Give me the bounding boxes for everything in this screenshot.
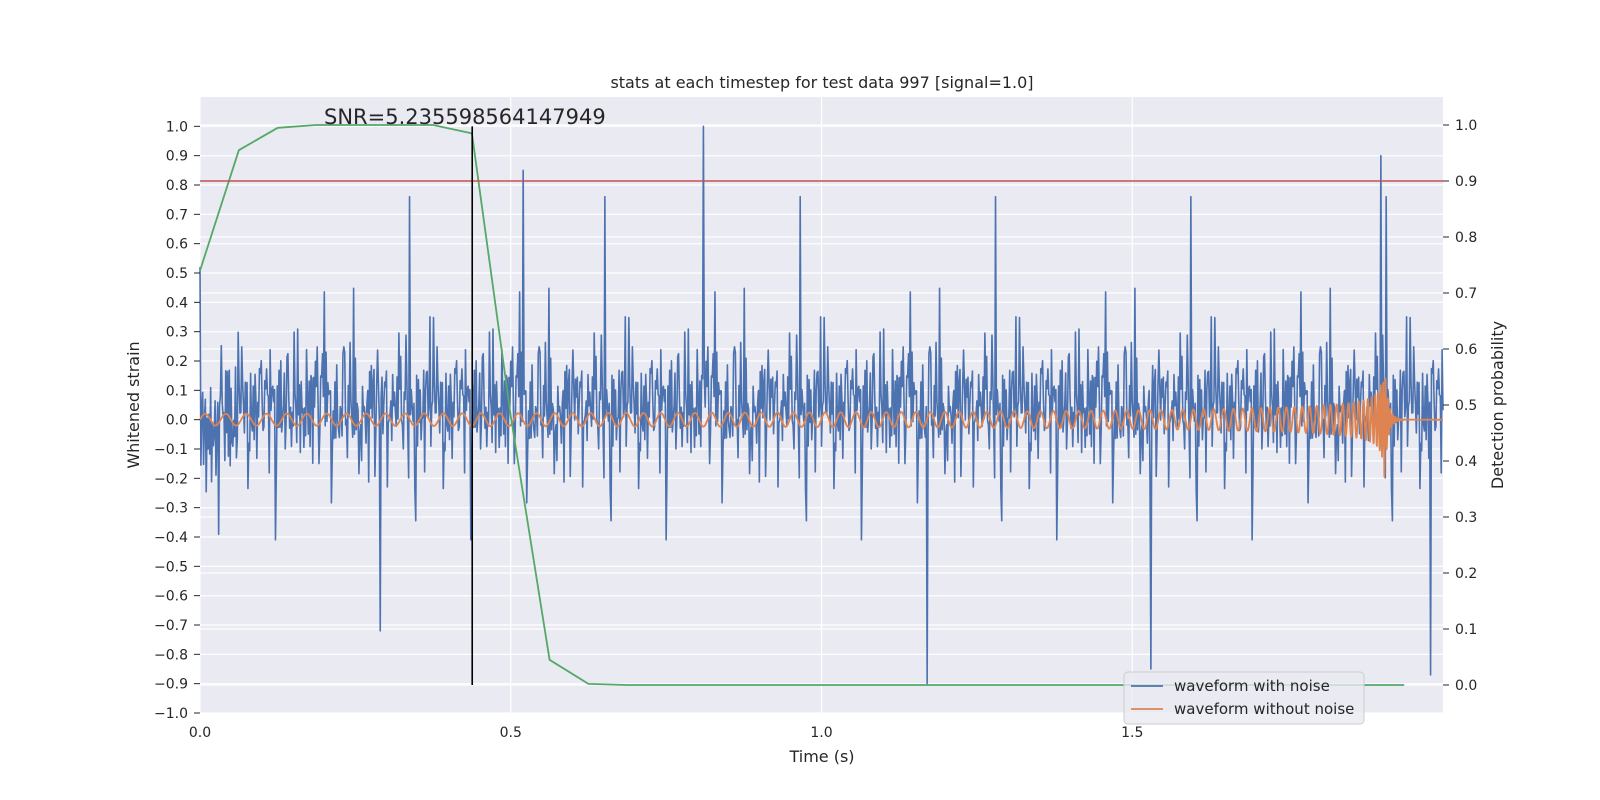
y-tick-label-left: 0.2 (166, 354, 188, 370)
y-tick-label-left: −0.7 (154, 618, 188, 634)
y-tick-label-left: −0.1 (154, 442, 188, 458)
legend: waveform with noise waveform without noi… (1123, 671, 1365, 725)
series-waveform-with-noise (199, 125, 1444, 685)
y-tick-label-right: 0.5 (1455, 398, 1477, 414)
y-tick-label-right: 0.8 (1455, 230, 1477, 246)
y-tick-label-left: 0.7 (166, 207, 188, 223)
x-tick-label: 0.5 (500, 725, 522, 741)
y-tick-label-left: −0.5 (154, 559, 188, 575)
series-waveform-without-noise (199, 377, 1444, 478)
y-tick-label-right: 0.9 (1455, 174, 1477, 190)
legend-box (1123, 671, 1365, 725)
y-tick-label-left: 0.3 (166, 325, 188, 341)
y-tick-label-right: 0.7 (1455, 286, 1477, 302)
chart-title: stats at each timestep for test data 997… (610, 73, 1033, 92)
y-tick-label-left: 0.0 (166, 413, 188, 429)
x-tick-label: 1.5 (1121, 725, 1143, 741)
y-tick-label-left: 0.9 (166, 149, 188, 165)
axes-layer: 0.0 0.5 1.0 1.5 1.0 0.9 0.8 0.7 0.6 0.5 0.4 0.3 0.2 0… (154, 118, 1477, 741)
y-tick-label-left: 0.6 (166, 237, 188, 253)
y-tick-label-right: 0.4 (1455, 454, 1477, 470)
y-tick-label-right: 0.3 (1455, 510, 1477, 526)
y-tick-label-left: −0.6 (154, 589, 188, 605)
series-layer (199, 124, 1444, 686)
y-tick-label-left: 0.4 (166, 295, 188, 311)
y-tick-label-left: 0.5 (166, 266, 188, 282)
x-axis-label: Time (s) (788, 747, 854, 766)
y-tick-label-left: 1.0 (166, 119, 188, 135)
y-axis-label-right: Detection probability (1488, 321, 1507, 489)
y-tick-label-left: −0.9 (154, 677, 188, 693)
series-detection-probability (199, 124, 1405, 686)
y-tick-label-left: 0.8 (166, 178, 188, 194)
y-tick-label-right: 0.1 (1455, 622, 1477, 638)
y-tick-label-left: −1.0 (154, 706, 188, 722)
overlay-layer (200, 126, 1443, 685)
legend-label-clean: waveform without noise (1174, 700, 1354, 718)
y-tick-label-left: −0.2 (154, 471, 188, 487)
y-tick-label-left: −0.3 (154, 501, 188, 517)
y-axis-label-left: Whitened strain (124, 341, 143, 468)
y-tick-label-right: 0.6 (1455, 342, 1477, 358)
y-tick-label-right: 0.0 (1455, 678, 1477, 694)
y-tick-label-right: 0.2 (1455, 566, 1477, 582)
y-tick-label-left: 0.1 (166, 383, 188, 399)
y-tick-label-left: −0.8 (154, 647, 188, 663)
snr-annotation: SNR=5.235598564147949 (324, 105, 606, 129)
legend-label-noise: waveform with noise (1174, 677, 1330, 695)
x-tick-label: 1.0 (810, 725, 832, 741)
y-tick-label-right: 1.0 (1455, 118, 1477, 134)
y-tick-label-left: −0.4 (154, 530, 188, 546)
x-tick-label: 0.0 (189, 725, 211, 741)
